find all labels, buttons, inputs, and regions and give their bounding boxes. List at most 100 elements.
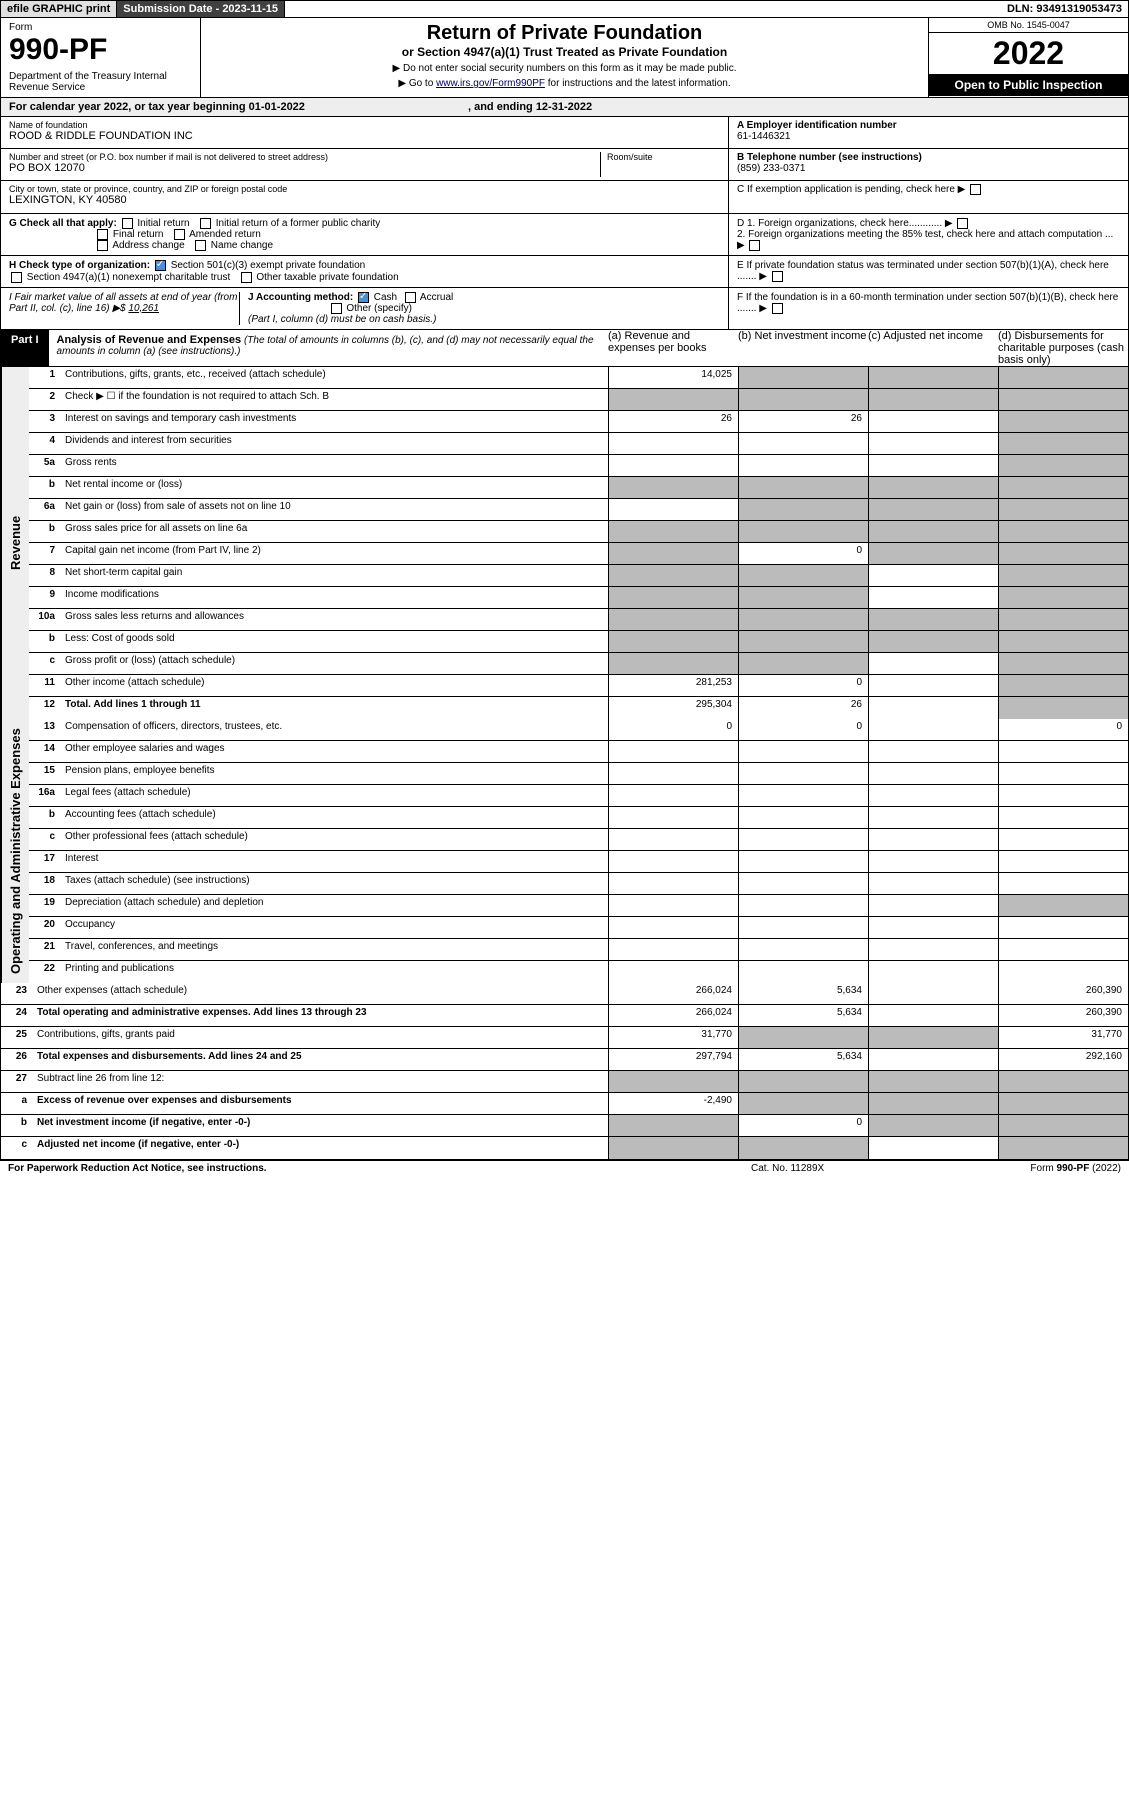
row-num: 21 xyxy=(29,939,61,960)
col-a-val xyxy=(608,807,738,828)
d2-cb[interactable] xyxy=(749,240,760,251)
table-row: 13Compensation of officers, directors, t… xyxy=(29,719,1128,741)
efile-label[interactable]: efile GRAPHIC print xyxy=(1,1,117,17)
row-num: 19 xyxy=(29,895,61,916)
e-cb[interactable] xyxy=(772,271,783,282)
name-lbl: Name of foundation xyxy=(9,120,720,130)
col-d-val: 0 xyxy=(998,719,1128,740)
col-b-val xyxy=(738,521,868,542)
row-text: Accounting fees (attach schedule) xyxy=(61,807,608,828)
table-row: 11Other income (attach schedule)281,2530 xyxy=(29,675,1128,697)
col-b-val xyxy=(738,565,868,586)
g-initformer[interactable] xyxy=(200,218,211,229)
col-b-val xyxy=(738,631,868,652)
col-d-val xyxy=(998,873,1128,894)
col-d-val: 260,390 xyxy=(998,1005,1128,1026)
col-b-val xyxy=(738,763,868,784)
row-text: Gross rents xyxy=(61,455,608,476)
row-num: 6a xyxy=(29,499,61,520)
c-checkbox[interactable] xyxy=(970,184,981,195)
row-text: Total expenses and disbursements. Add li… xyxy=(33,1049,608,1070)
table-row: 27Subtract line 26 from line 12: xyxy=(1,1071,1128,1093)
col-a-val xyxy=(608,1137,738,1159)
form-number: 990-PF xyxy=(9,33,192,67)
col-d-val xyxy=(998,521,1128,542)
col-c-val xyxy=(868,741,998,762)
table-row: 23Other expenses (attach schedule)266,02… xyxy=(1,983,1128,1005)
f-cb[interactable] xyxy=(772,303,783,314)
col-c-val xyxy=(868,631,998,652)
g-init[interactable] xyxy=(122,218,133,229)
col-d-val xyxy=(998,433,1128,454)
col-a-val: 297,794 xyxy=(608,1049,738,1070)
main-table: Revenue 1Contributions, gifts, grants, e… xyxy=(0,367,1129,1160)
address: PO BOX 12070 xyxy=(9,162,600,174)
table-row: bGross sales price for all assets on lin… xyxy=(29,521,1128,543)
row-text: Total operating and administrative expen… xyxy=(33,1005,608,1026)
row-num: 25 xyxy=(1,1027,33,1048)
h-4947[interactable] xyxy=(11,272,22,283)
h-other[interactable] xyxy=(241,272,252,283)
col-a-val: 266,024 xyxy=(608,983,738,1004)
col-b-val xyxy=(738,587,868,608)
g-amended[interactable] xyxy=(174,229,185,240)
row-text: Pension plans, employee benefits xyxy=(61,763,608,784)
col-c-val xyxy=(868,1005,998,1026)
table-row: bLess: Cost of goods sold xyxy=(29,631,1128,653)
table-row: bAccounting fees (attach schedule) xyxy=(29,807,1128,829)
part1-label: Part I xyxy=(1,330,49,366)
topbar: efile GRAPHIC print Submission Date - 20… xyxy=(0,0,1129,18)
tel-cell: B Telephone number (see instructions) (8… xyxy=(729,149,1128,181)
col-b-val xyxy=(738,873,868,894)
irs-link[interactable]: www.irs.gov/Form990PF xyxy=(436,78,545,89)
i-val: 10,261 xyxy=(128,303,159,314)
col-a-val xyxy=(608,1071,738,1092)
col-d-val xyxy=(998,851,1128,872)
col-c-val xyxy=(868,917,998,938)
table-row: 5aGross rents xyxy=(29,455,1128,477)
j-cash[interactable] xyxy=(358,292,369,303)
row-num: c xyxy=(1,1137,33,1159)
col-d-val: 31,770 xyxy=(998,1027,1128,1048)
col-c-val xyxy=(868,697,998,719)
d1-cb[interactable] xyxy=(957,218,968,229)
col-d-val xyxy=(998,499,1128,520)
col-a: (a) Revenue and expenses per books xyxy=(608,330,738,366)
addr-cell: Number and street (or P.O. box number if… xyxy=(1,149,728,181)
row-text: Check ▶ ☐ if the foundation is not requi… xyxy=(61,389,608,410)
row-text: Net gain or (loss) from sale of assets n… xyxy=(61,499,608,520)
col-b-val xyxy=(738,455,868,476)
col-b-val xyxy=(738,741,868,762)
col-d-val xyxy=(998,1093,1128,1114)
row-text: Gross sales less returns and allowances xyxy=(61,609,608,630)
row-num: 8 xyxy=(29,565,61,586)
g-addr[interactable] xyxy=(97,240,108,251)
col-b-val xyxy=(738,1027,868,1048)
row-num: 26 xyxy=(1,1049,33,1070)
col-c-val xyxy=(868,1093,998,1114)
row-num: 23 xyxy=(1,983,33,1004)
c-text: C If exemption application is pending, c… xyxy=(737,184,955,195)
dept-label: Department of the Treasury Internal Reve… xyxy=(9,71,192,93)
d-row: D 1. Foreign organizations, check here..… xyxy=(728,214,1128,255)
j-accrual[interactable] xyxy=(405,292,416,303)
row-num: c xyxy=(29,653,61,674)
col-b-val xyxy=(738,807,868,828)
room-lbl: Room/suite xyxy=(607,152,720,162)
row-text: Capital gain net income (from Part IV, l… xyxy=(61,543,608,564)
row-num: 12 xyxy=(29,697,61,719)
submission-label: Submission Date - 2023-11-15 xyxy=(117,1,285,17)
col-c-val xyxy=(868,1071,998,1092)
h-501c3[interactable] xyxy=(155,260,166,271)
table-row: 12Total. Add lines 1 through 11295,30426 xyxy=(29,697,1128,719)
table-row: 14Other employee salaries and wages xyxy=(29,741,1128,763)
col-a-val xyxy=(608,521,738,542)
row-num: 17 xyxy=(29,851,61,872)
foundation-name: ROOD & RIDDLE FOUNDATION INC xyxy=(9,130,720,142)
col-a-val xyxy=(608,477,738,498)
row-text: Adjusted net income (if negative, enter … xyxy=(33,1137,608,1159)
j-other[interactable] xyxy=(331,303,342,314)
g-final[interactable] xyxy=(97,229,108,240)
col-c-val xyxy=(868,477,998,498)
g-name[interactable] xyxy=(195,240,206,251)
